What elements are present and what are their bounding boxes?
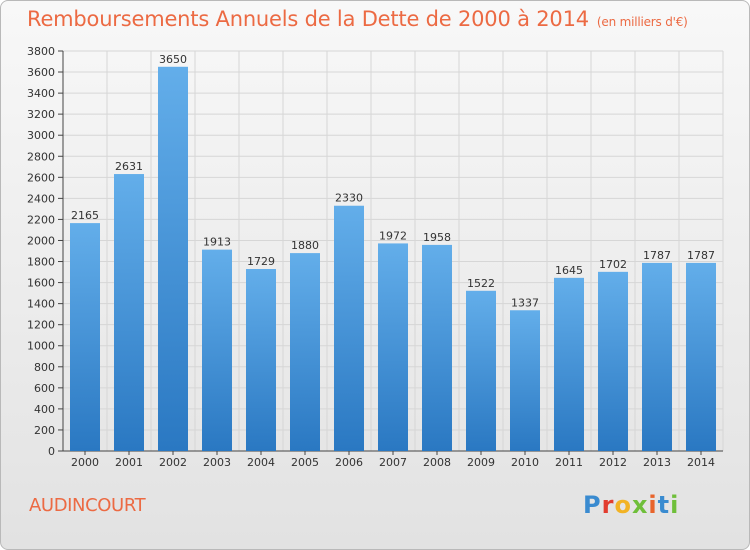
bar [334,205,364,451]
y-tick-label: 0 [48,445,55,458]
bar-layer [70,66,716,452]
bar-value-label: 1702 [599,258,627,271]
y-tick-label: 600 [34,382,55,395]
x-tick-label: 2002 [159,456,187,469]
bar [158,66,188,451]
logo-letter: i [648,491,658,519]
x-tick-label: 2001 [115,456,143,469]
x-tick-label: 2000 [71,456,99,469]
bar [642,262,672,451]
chart-title-text: Remboursements Annuels de la Dette de 20… [27,7,589,31]
logo-letter: x [631,491,649,519]
bar-value-label: 1880 [291,239,319,252]
bar-value-label: 2165 [71,209,99,222]
y-tick-label: 800 [34,361,55,374]
x-tick-label: 2014 [687,456,715,469]
x-tick-label: 2008 [423,456,451,469]
y-tick-label: 3400 [27,87,55,100]
y-tick-label: 2200 [27,213,55,226]
bar [70,223,100,451]
commune-name: AUDINCOURT [29,495,146,516]
x-tick-label: 2009 [467,456,495,469]
logo-letter: o [614,491,632,519]
logo-letter: t [657,491,671,519]
bar-value-label: 1645 [555,264,583,277]
bar-value-label: 1787 [687,249,715,262]
bar-value-label: 2330 [335,192,363,205]
bar-value-label: 2631 [115,160,143,173]
bar [466,290,496,451]
bar-value-label: 1972 [379,229,407,242]
bar-chart: 0 200 400 600 800 1000 1200 1400 1600 1800 2000 220… [27,45,724,469]
x-tick-label: 2006 [335,456,363,469]
y-tick-label: 2000 [27,234,55,247]
y-tick-label: 3600 [27,66,55,79]
logo-letter: r [601,491,615,519]
bar [114,174,144,452]
bar [246,269,276,451]
y-tick-label: 1200 [27,319,55,332]
x-tick-label: 2003 [203,456,231,469]
x-tick-label: 2012 [599,456,627,469]
bar [554,277,584,451]
x-tick-label: 2005 [291,456,319,469]
bar-value-label: 1787 [643,249,671,262]
y-tick-label: 1400 [27,298,55,311]
y-tick-label: 3200 [27,108,55,121]
y-tick-label: 200 [34,424,55,437]
bar [598,271,628,451]
x-tick-label: 2007 [379,456,407,469]
bar [422,244,452,451]
y-tick-label: 1000 [27,340,55,353]
bar-value-label: 1337 [511,296,539,309]
logo-letter: P [583,491,602,519]
chart-title: Remboursements Annuels de la Dette de 20… [27,7,688,31]
bar [290,253,320,451]
y-tick-label: 2400 [27,192,55,205]
y-tick-label: 3800 [27,45,55,58]
bar [510,310,540,451]
y-tick-label: 2800 [27,150,55,163]
y-tick-label: 1800 [27,256,55,269]
x-tick-label: 2011 [555,456,583,469]
y-tick-label: 3000 [27,129,55,142]
bar-value-label: 1913 [203,236,231,249]
x-tick-label: 2004 [247,456,275,469]
chart-subtitle: (en milliers d'€) [596,15,688,29]
x-tick-label: 2013 [643,456,671,469]
bar-value-label: 1958 [423,231,451,244]
bar-value-label: 1729 [247,255,275,268]
bar [202,249,232,451]
logo-letter: i [670,491,680,519]
label-layer: 2165 2000 2631 2001 3650 2002 1913 2003 1729 2004… [71,53,715,469]
y-tick-label: 400 [34,403,55,416]
proxiti-logo: Proxiti [583,491,679,519]
bar-value-label: 1522 [467,277,495,290]
x-tick-label: 2010 [511,456,539,469]
y-tick-label: 2600 [27,171,55,184]
bar [378,243,408,451]
bar-value-label: 3650 [159,53,187,66]
y-tick-label: 1600 [27,277,55,290]
bar [686,262,716,451]
